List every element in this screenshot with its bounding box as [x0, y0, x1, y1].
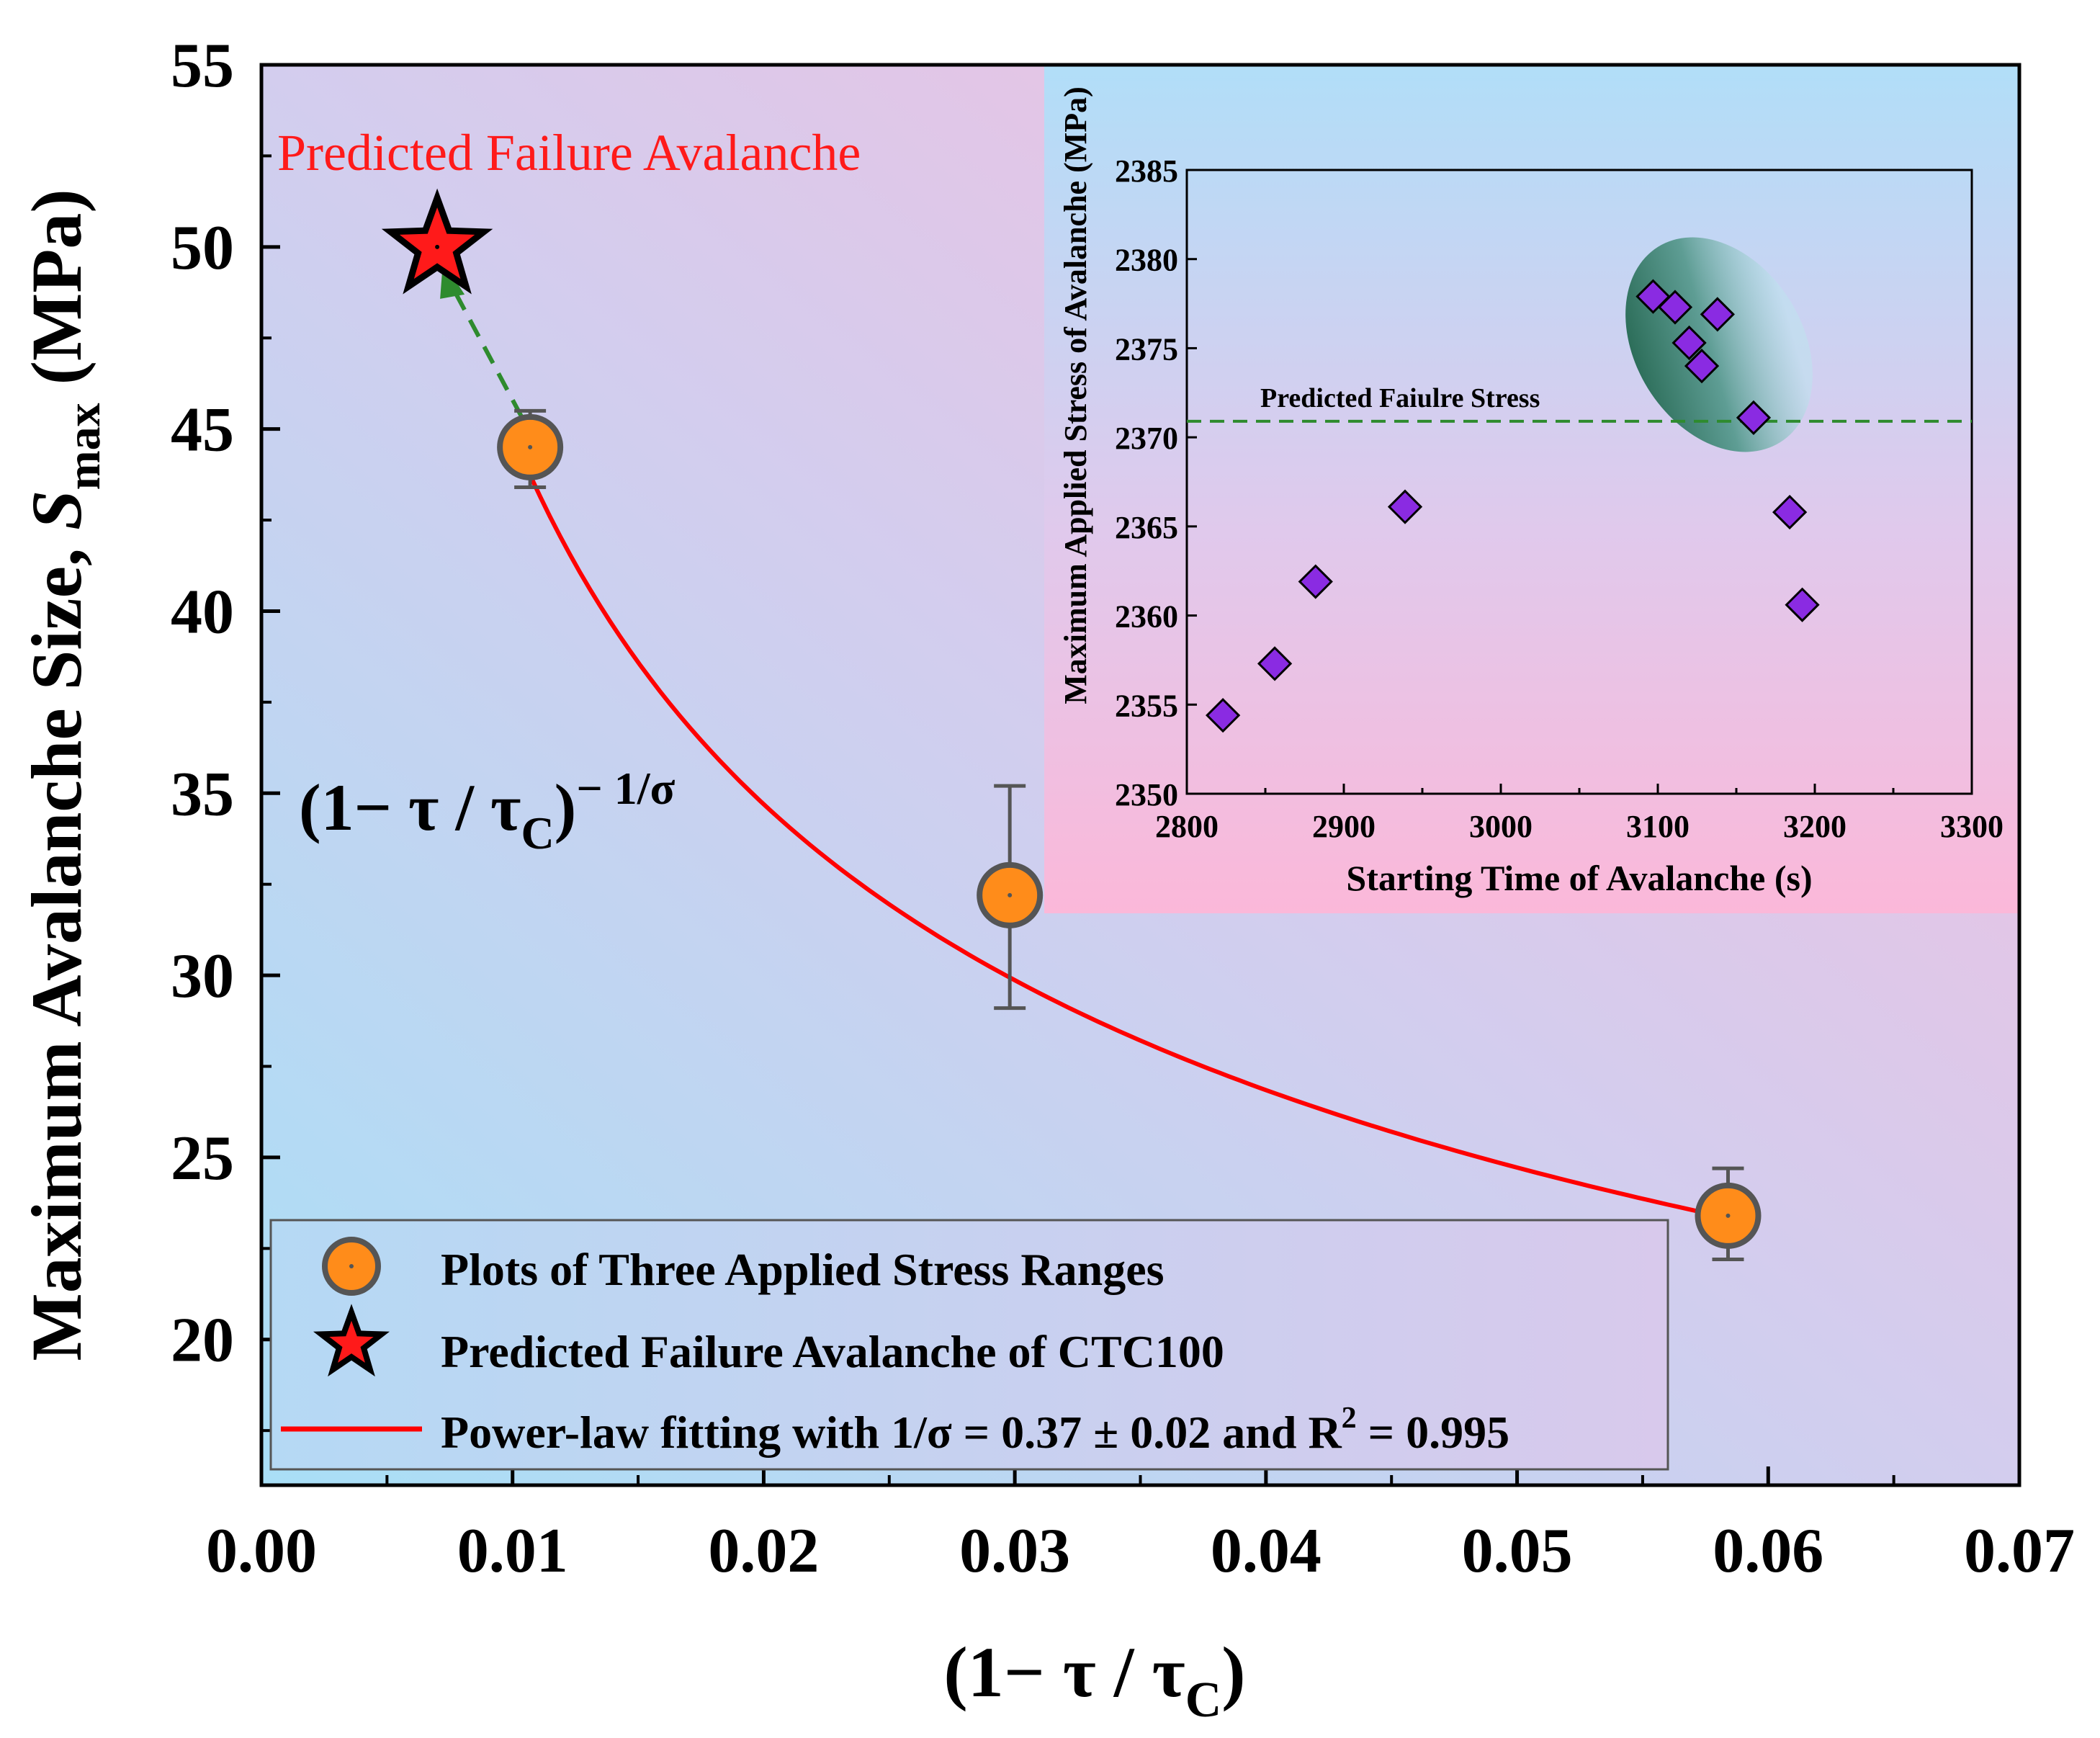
- legend-line-text-b: = 0.995: [1357, 1407, 1509, 1458]
- legend-label-line: Power-law fitting with 1/σ = 0.37 ± 0.02…: [441, 1402, 1509, 1458]
- inset-x-axis-title: Starting Time of Avalanche (s): [1346, 858, 1812, 898]
- x-tick-label: 0.04: [1211, 1516, 1322, 1586]
- y-tick-label: 40: [171, 577, 234, 647]
- inset-data-diamond: [1257, 646, 1293, 681]
- power-law-fit-line: [528, 474, 1729, 1220]
- predicted-failure-star: [381, 188, 493, 295]
- legend-star-icon: [313, 1304, 390, 1377]
- y-title-sub: max: [58, 403, 110, 490]
- x-tick-label: 0.03: [959, 1516, 1070, 1586]
- data-point-center: [528, 444, 533, 449]
- inset-y-tick-label: 2385: [1115, 153, 1178, 189]
- inset-data-diamond: [1206, 698, 1241, 733]
- inset-x-tick-label: 3300: [1940, 809, 2003, 844]
- data-point-center: [1008, 892, 1013, 897]
- y-tick-label: 35: [171, 759, 234, 829]
- inset-y-tick-label: 2360: [1115, 599, 1178, 635]
- inset-y-tick-label: 2375: [1115, 331, 1178, 367]
- x-title-close: ): [1221, 1632, 1245, 1712]
- inset-y-tick-label: 2380: [1115, 243, 1178, 278]
- main-plot-frame: [259, 63, 2022, 1487]
- inset-data-diamond: [1298, 564, 1333, 599]
- main-y-axis-title: Maximum Avalanche Size, Smax (MPa): [17, 189, 110, 1361]
- y-title-s: S: [17, 490, 97, 530]
- formula-annotation: (1− τ / τC)− 1/σ: [299, 763, 676, 859]
- inset-x-tick-label: 2900: [1312, 809, 1376, 844]
- predicted-failure-stress-label: Predicted Faiulre Stress: [1260, 383, 1540, 413]
- inset-y-tick-label: 2370: [1115, 421, 1178, 456]
- legend-label-circle: Plots of Three Applied Stress Ranges: [441, 1244, 1165, 1295]
- inset-data-diamond: [1736, 400, 1772, 436]
- y-tick-label: 25: [171, 1124, 234, 1193]
- inset-chart: 2800 2900 3000 3100 3200 3300 2350 2355 2360 2365…: [1058, 86, 2003, 898]
- x-tick-label: 0.06: [1713, 1516, 1823, 1586]
- formula-exponent: − 1/σ: [576, 763, 675, 814]
- legend-circle-center: [349, 1264, 354, 1268]
- highlight-ellipse: [1625, 237, 1813, 452]
- inset-y-tick-label: 2355: [1115, 688, 1178, 723]
- inset-x-tick-label: 3200: [1783, 809, 1847, 844]
- inset-x-tick-label: 2800: [1155, 809, 1219, 844]
- x-title-sub: C: [1185, 1672, 1222, 1728]
- y-title-base: Maximum Avalanche Size,: [17, 530, 97, 1361]
- inset-x-tick-label: 3000: [1469, 809, 1533, 844]
- inset-y-tick-label: 2365: [1115, 510, 1178, 545]
- legend: Plots of Three Applied Stress Ranges Pre…: [269, 1219, 1669, 1471]
- x-tick-label: 0.01: [457, 1516, 568, 1586]
- legend-box: [269, 1219, 1669, 1471]
- formula-base: (1− τ / τ: [299, 771, 521, 844]
- x-tick-label: 0.02: [708, 1516, 819, 1586]
- inset-data-diamond: [1700, 297, 1735, 332]
- inset-x-tick-label: 3100: [1626, 809, 1690, 844]
- data-point-center: [1726, 1213, 1731, 1218]
- legend-label-star: Predicted Failure Avalanche of CTC100: [441, 1326, 1224, 1377]
- inset-data-diamond: [1657, 290, 1693, 325]
- legend-line-text-a: Power-law fitting with 1/σ = 0.37 ± 0.02…: [441, 1407, 1342, 1458]
- x-tick-label: 0.05: [1462, 1516, 1573, 1586]
- x-tick-label: 0.00: [206, 1516, 317, 1586]
- y-title-unit: (MPa): [17, 189, 97, 403]
- y-tick-label: 30: [171, 941, 234, 1011]
- legend-line-sup: 2: [1342, 1402, 1357, 1435]
- inset-data-diamond: [1387, 489, 1423, 524]
- formula-subscript: C: [521, 807, 554, 859]
- main-x-axis-title: (1− τ / τC): [943, 1632, 1245, 1728]
- formula-close: ): [555, 771, 577, 844]
- y-tick-label: 20: [171, 1306, 234, 1376]
- y-tick-label: 50: [171, 213, 234, 283]
- inset-data-diamond: [1672, 325, 1707, 361]
- inset-data-diamond: [1684, 349, 1720, 384]
- star-center: [435, 244, 440, 249]
- y-tick-label: 55: [171, 31, 234, 101]
- predicted-failure-label: Predicted Failure Avalanche: [277, 124, 861, 182]
- inset-background: [1044, 65, 2019, 913]
- inset-data-diamond: [1772, 494, 1808, 530]
- extrapolation-arrow-line: [448, 282, 524, 418]
- y-tick-label: 45: [171, 395, 234, 465]
- x-tick-label: 0.07: [1964, 1516, 2075, 1586]
- main-axis-ticks: 0.00 0.01 0.02 0.03 0.04 0.05 0.06 0.07 20 25 30 35…: [171, 31, 2075, 1586]
- x-title-base: (1− τ / τ: [943, 1632, 1185, 1712]
- inset-y-tick-label: 2350: [1115, 777, 1178, 812]
- inset-y-axis-title: Maximum Applied Stress of Avalanche (MPa…: [1058, 86, 1093, 704]
- inset-data-diamond: [1785, 587, 1820, 622]
- data-points-group: [381, 188, 1762, 1262]
